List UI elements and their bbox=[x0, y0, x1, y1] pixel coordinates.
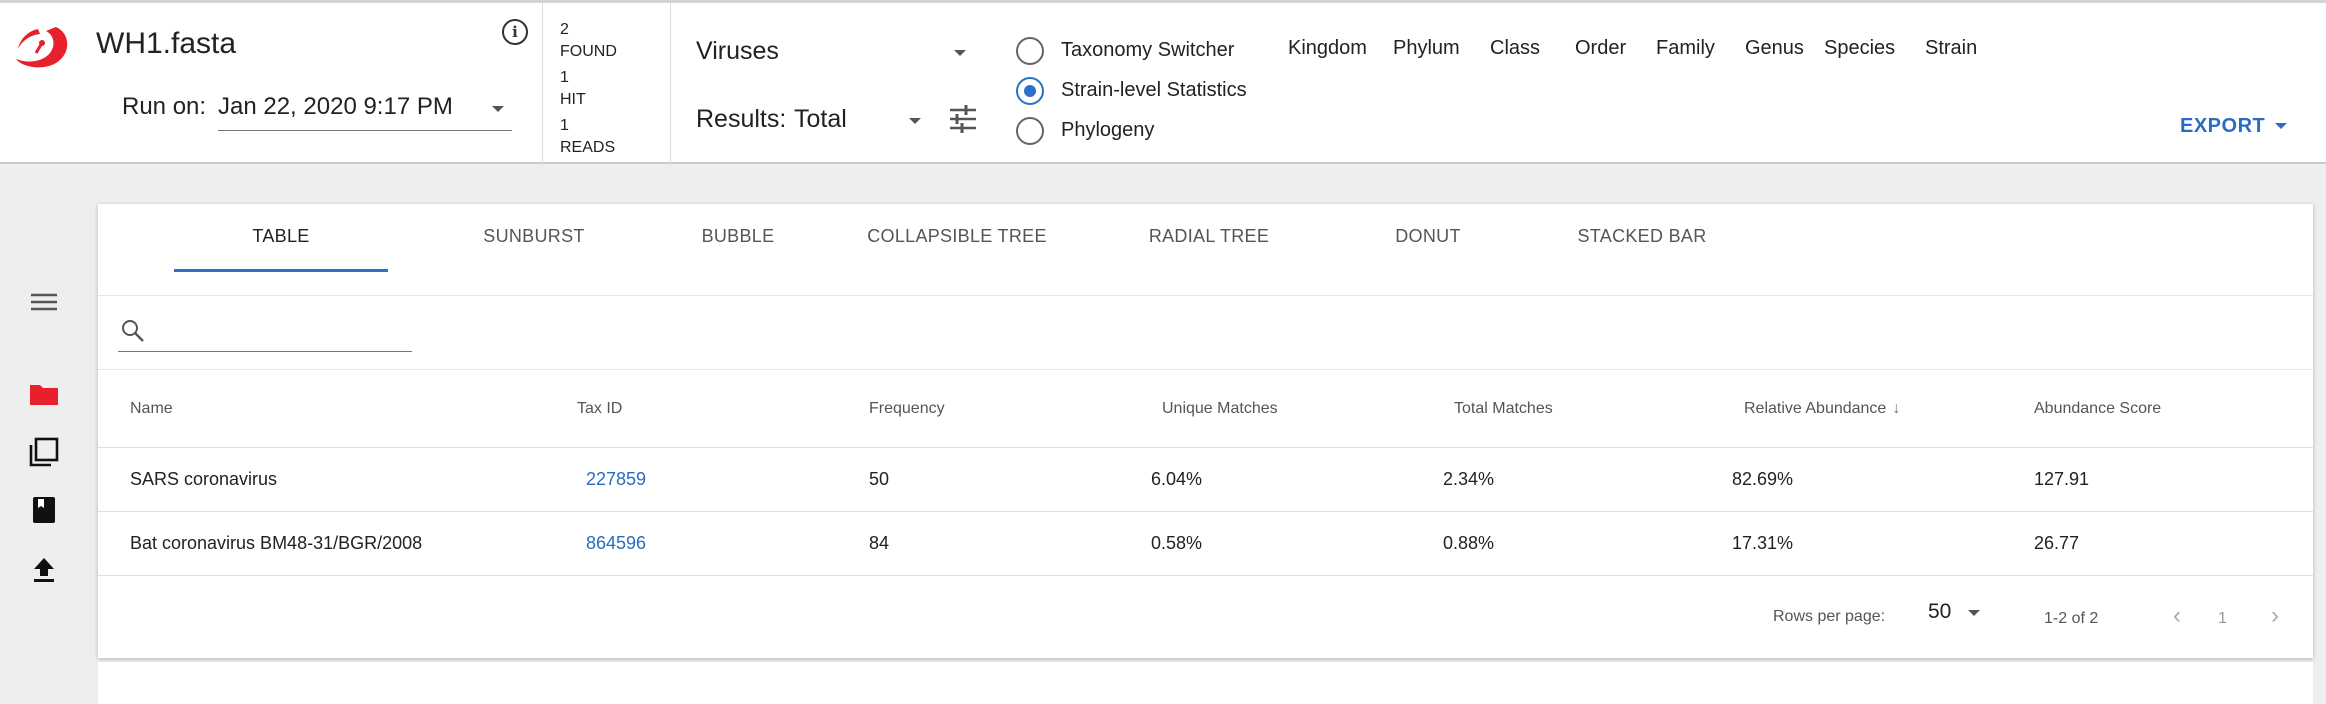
tab-donut[interactable]: DONUT bbox=[1395, 226, 1461, 246]
menu-icon[interactable] bbox=[28, 286, 60, 318]
rank-order[interactable]: Order bbox=[1575, 37, 1627, 59]
organism-filter-value: Viruses bbox=[696, 37, 779, 65]
rank-kingdom[interactable]: Kingdom bbox=[1288, 37, 1367, 59]
results-table: Name Tax ID Frequency Unique Matches Tot… bbox=[98, 370, 2313, 576]
info-icon[interactable]: i bbox=[502, 19, 528, 45]
rows-per-page-select[interactable]: 50 bbox=[1928, 600, 1990, 632]
export-label: EXPORT bbox=[2180, 115, 2266, 137]
column-header-label: Relative Abundance bbox=[1744, 400, 1887, 417]
reads-label: READS bbox=[560, 139, 616, 156]
results-value: Total bbox=[794, 105, 847, 133]
cell-abundance-score: 127.91 bbox=[2034, 469, 2090, 489]
tab-table[interactable]: TABLE bbox=[174, 226, 388, 272]
rank-family[interactable]: Family bbox=[1656, 37, 1715, 59]
chevron-right-icon[interactable]: › bbox=[2271, 602, 2279, 629]
view-option-label: Strain-level Statistics bbox=[1061, 79, 1247, 101]
folder-icon[interactable] bbox=[28, 378, 60, 410]
hit-count: 1 bbox=[560, 69, 569, 86]
run-on-label: Run on: bbox=[122, 93, 207, 120]
results-card: TABLE SUNBURST BUBBLE COLLAPSIBLE TREE R… bbox=[98, 204, 2313, 658]
upload-icon[interactable] bbox=[28, 554, 60, 586]
column-header-tax-id[interactable]: Tax ID bbox=[577, 400, 623, 417]
rank-class[interactable]: Class bbox=[1490, 37, 1541, 59]
cell-relative-abundance: 17.31% bbox=[1732, 533, 1794, 553]
search-input[interactable] bbox=[118, 310, 412, 352]
cell-total-matches: 0.88% bbox=[1443, 533, 1495, 553]
column-header-frequency[interactable]: Frequency bbox=[869, 400, 945, 417]
chevron-left-icon[interactable]: ‹ bbox=[2173, 602, 2181, 629]
search-area bbox=[98, 296, 2313, 370]
visualization-tabs: TABLE SUNBURST BUBBLE COLLAPSIBLE TREE R… bbox=[98, 204, 2313, 296]
rank-species[interactable]: Species bbox=[1824, 37, 1896, 59]
run-on-select[interactable]: Jan 22, 2020 9:17 PM bbox=[218, 89, 512, 131]
chevron-down-icon bbox=[2275, 123, 2288, 129]
column-header-abundance-score[interactable]: Abundance Score bbox=[2034, 400, 2162, 417]
cell-relative-abundance: 82.69% bbox=[1732, 469, 1794, 489]
cell-name: SARS coronavirus bbox=[130, 469, 278, 489]
divider bbox=[542, 3, 543, 165]
rows-per-page-value: 50 bbox=[1928, 600, 1952, 623]
column-header-relative-abundance[interactable]: Relative Abundance ↓ bbox=[1744, 400, 1900, 418]
chevron-down-icon bbox=[909, 118, 921, 124]
book-icon[interactable] bbox=[28, 494, 60, 526]
tax-id-link[interactable]: 227859 bbox=[586, 469, 647, 489]
tune-icon[interactable] bbox=[948, 105, 978, 133]
secondary-card bbox=[98, 662, 2313, 704]
results-select[interactable]: Results: Total bbox=[696, 101, 921, 141]
cell-name: Bat coronavirus BM48-31/BGR/2008 bbox=[130, 533, 423, 553]
reads-count: 1 bbox=[560, 117, 569, 134]
column-header-name[interactable]: Name bbox=[130, 400, 173, 417]
tab-bubble[interactable]: BUBBLE bbox=[701, 226, 775, 246]
rows-per-page-label: Rows per page: bbox=[1773, 608, 1886, 625]
table-row[interactable]: SARS coronavirus 227859 50 6.04% 2.34% 8… bbox=[98, 448, 2313, 512]
chevron-down-icon bbox=[1968, 610, 1980, 616]
stats-summary: 2 FOUND 1 HIT 1 READS bbox=[560, 19, 617, 163]
tab-stacked-bar[interactable]: STACKED BAR bbox=[1577, 226, 1707, 246]
tab-collapsible-tree[interactable]: COLLAPSIBLE TREE bbox=[867, 226, 1047, 246]
chevron-down-icon bbox=[492, 106, 504, 112]
arrow-down-icon: ↓ bbox=[1892, 400, 1901, 417]
pagination: Rows per page: 50 1-2 of 2 ‹ 1 › bbox=[98, 578, 2313, 658]
radio-button-checked[interactable] bbox=[1016, 77, 1044, 105]
radio-button[interactable] bbox=[1016, 37, 1044, 65]
column-header-unique-matches[interactable]: Unique Matches bbox=[1162, 400, 1278, 417]
cell-unique-matches: 0.58% bbox=[1151, 533, 1203, 553]
hit-label: HIT bbox=[560, 91, 586, 108]
cell-frequency: 84 bbox=[869, 533, 890, 553]
rank-genus[interactable]: Genus bbox=[1745, 37, 1804, 59]
tab-sunburst[interactable]: SUNBURST bbox=[483, 226, 585, 246]
file-title: WH1.fasta bbox=[96, 27, 237, 60]
chevron-down-icon bbox=[954, 50, 966, 56]
found-count: 2 bbox=[560, 21, 569, 38]
cell-unique-matches: 6.04% bbox=[1151, 469, 1203, 489]
table-row[interactable]: Bat coronavirus BM48-31/BGR/2008 864596 … bbox=[98, 512, 2313, 576]
divider bbox=[670, 3, 671, 165]
rank-strain[interactable]: Strain bbox=[1925, 37, 1978, 59]
view-option-label: Taxonomy Switcher bbox=[1061, 39, 1235, 61]
tab-radial-tree[interactable]: RADIAL TREE bbox=[1148, 226, 1270, 246]
run-on-value: Jan 22, 2020 9:17 PM bbox=[218, 93, 453, 120]
cell-frequency: 50 bbox=[869, 469, 890, 489]
top-header: WH1.fasta i Run on: Jan 22, 2020 9:17 PM… bbox=[0, 0, 2326, 165]
cell-abundance-score: 26.77 bbox=[2034, 533, 2080, 553]
column-header-total-matches[interactable]: Total Matches bbox=[1454, 400, 1553, 417]
app-logo-icon bbox=[16, 27, 68, 68]
pagination-range: 1-2 of 2 bbox=[2044, 610, 2099, 627]
search-icon bbox=[122, 320, 144, 342]
results-label: Results: bbox=[696, 105, 787, 133]
tax-id-link[interactable]: 864596 bbox=[586, 533, 647, 553]
view-option-label: Phylogeny bbox=[1061, 119, 1155, 141]
current-page: 1 bbox=[2218, 610, 2227, 627]
export-button[interactable]: EXPORT bbox=[2180, 115, 2288, 138]
organism-filter-select[interactable]: Viruses bbox=[696, 33, 966, 73]
table-header-row: Name Tax ID Frequency Unique Matches Tot… bbox=[98, 370, 2313, 448]
found-label: FOUND bbox=[560, 43, 617, 60]
cell-total-matches: 2.34% bbox=[1443, 469, 1495, 489]
rank-phylum[interactable]: Phylum bbox=[1393, 37, 1460, 59]
copy-icon[interactable] bbox=[28, 436, 60, 468]
radio-button[interactable] bbox=[1016, 117, 1044, 145]
